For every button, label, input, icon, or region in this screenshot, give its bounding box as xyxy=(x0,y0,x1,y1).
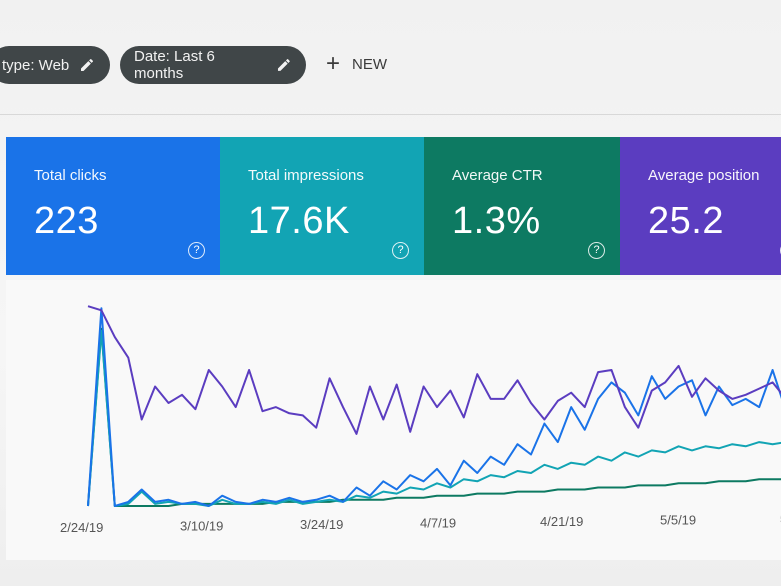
metric-card-average-position[interactable]: Average position 25.2 ? xyxy=(620,137,781,275)
x-tick-label: 4/7/19 xyxy=(420,516,456,531)
metric-card-total-impressions[interactable]: Total impressions 17.6K ? xyxy=(220,137,424,275)
metric-label: Total clicks xyxy=(34,167,107,184)
filter-chip-date-label: Date: Last 6 months xyxy=(134,48,215,82)
metric-label: Total impressions xyxy=(248,167,364,184)
series-line xyxy=(87,327,781,507)
performance-chart-area: 2/24/19 3/10/19 3/24/19 4/7/19 4/21/19 5/5/19… xyxy=(6,280,781,560)
x-tick-label: 2/24/19 xyxy=(60,520,103,535)
series-line xyxy=(87,305,781,435)
metric-value: 17.6K xyxy=(248,200,350,242)
x-tick-label: 4/21/19 xyxy=(540,514,583,529)
filter-chip-type[interactable]: type: Web xyxy=(0,46,110,84)
metric-label: Average position xyxy=(648,167,760,184)
divider xyxy=(0,114,781,115)
edit-pencil-icon[interactable] xyxy=(79,57,95,73)
x-tick-label: 3/24/19 xyxy=(300,517,343,532)
new-filter-button[interactable]: + NEW xyxy=(326,50,388,77)
metric-label: Average CTR xyxy=(452,167,543,184)
edit-pencil-icon[interactable] xyxy=(276,57,292,73)
filter-chip-type-label: type: Web xyxy=(2,56,70,74)
help-circle-icon[interactable]: ? xyxy=(392,242,409,259)
series-line xyxy=(87,307,781,507)
performance-line-chart: 2/24/19 3/10/19 3/24/19 4/7/19 4/21/19 5/5/19… xyxy=(60,305,781,535)
new-filter-label: NEW xyxy=(352,55,388,73)
metric-card-total-clicks[interactable]: Total clicks 223 ? xyxy=(6,137,220,275)
help-circle-icon[interactable]: ? xyxy=(188,242,205,259)
filter-bar: type: Web Date: Last 6 months + NEW xyxy=(0,40,781,90)
metric-value: 223 xyxy=(34,200,99,242)
metric-card-average-ctr[interactable]: Average CTR 1.3% ? xyxy=(424,137,620,275)
filter-chip-date[interactable]: Date: Last 6 months xyxy=(120,46,306,84)
help-circle-icon[interactable]: ? xyxy=(588,242,605,259)
metric-value: 25.2 xyxy=(648,200,724,242)
x-tick-label: 5/5/19 xyxy=(660,513,696,528)
x-tick-label: 3/10/19 xyxy=(180,519,223,534)
metric-value: 1.3% xyxy=(452,200,541,242)
metric-cards: Total clicks 223 ? Total impressions 17.… xyxy=(6,137,781,277)
plus-icon: + xyxy=(326,50,341,77)
series-line xyxy=(87,329,781,507)
